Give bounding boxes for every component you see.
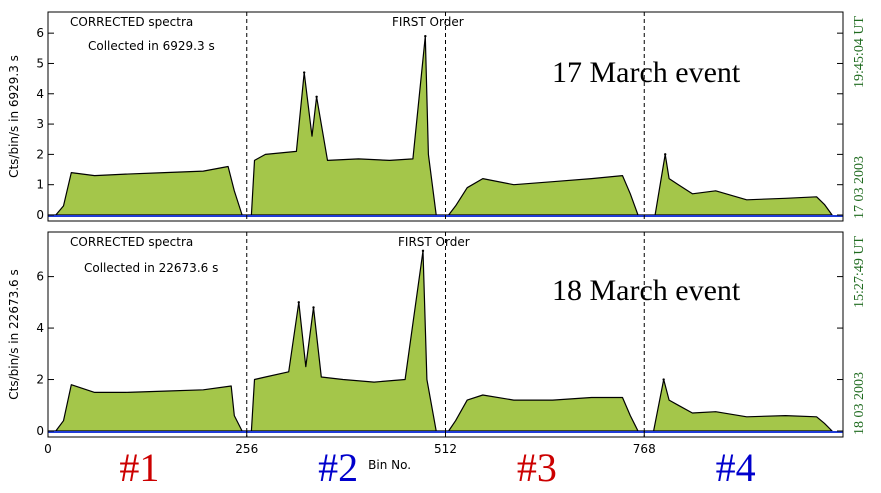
peak-point-4 xyxy=(664,153,667,156)
side-time-label: 19:45:04 UT xyxy=(852,16,867,88)
y-tick-label: 4 xyxy=(36,87,44,101)
collected-label: Collected in 22673.6 s xyxy=(84,261,218,275)
peak-point-2 xyxy=(312,306,315,309)
peak-point-2 xyxy=(315,95,318,99)
x-axis-label: Bin No. xyxy=(368,458,411,472)
peak-point-3 xyxy=(421,249,425,253)
spectrum-area-2 xyxy=(246,35,447,216)
spectrum-area-2 xyxy=(246,250,447,432)
segment-label-1: #1 xyxy=(119,445,159,490)
panel-2: 0 2 4 6 Cts/bin/s in 22673.6 s CORRECTED spec… xyxy=(7,231,867,438)
x-tick-label: 256 xyxy=(235,442,258,456)
segment-label-3: #3 xyxy=(517,445,557,490)
segment-label-4: #4 xyxy=(716,445,756,490)
spectrum-area-3 xyxy=(444,394,645,432)
y-axis-label: Cts/bin/s in 22673.6 s xyxy=(7,269,21,400)
peak-point-1 xyxy=(297,301,300,304)
y-tick-label: 2 xyxy=(36,373,44,387)
peak-point-4 xyxy=(662,378,665,381)
order-label: FIRST Order xyxy=(398,235,470,249)
peak-point-1 xyxy=(303,71,306,74)
side-date-label: 17 03 2003 xyxy=(852,156,867,219)
header-left-label: CORRECTED spectra xyxy=(70,235,193,249)
spectrum-area-4 xyxy=(643,378,833,432)
y-tick-label: 3 xyxy=(36,117,44,131)
panels: 0 1 2 3 4 5 6 Cts/bin/s in 6929.3 s CORRECTED sp… xyxy=(7,11,867,438)
spectrum-area-1 xyxy=(47,165,248,216)
segment-label-2: #2 xyxy=(318,445,358,490)
x-axis: 0 256 512 768 Bin No. xyxy=(44,431,656,472)
y-tick-label: 4 xyxy=(36,321,44,335)
y-tick-label: 1 xyxy=(36,178,44,192)
y-tick-label: 0 xyxy=(36,424,44,438)
x-tick-label: 512 xyxy=(434,442,457,456)
panel-1: 0 1 2 3 4 5 6 Cts/bin/s in 6929.3 s CORRECTED sp… xyxy=(7,11,867,222)
spectrum-area-4 xyxy=(643,153,833,216)
collected-label: Collected in 6929.3 s xyxy=(88,39,215,53)
spectrum-area-3 xyxy=(444,175,645,216)
x-tick-label: 768 xyxy=(633,442,656,456)
spectrum-area-1 xyxy=(47,384,248,432)
segment-labels: #1 #2 #3 #4 xyxy=(119,445,755,490)
y-axis-label: Cts/bin/s in 6929.3 s xyxy=(7,55,21,178)
order-label: FIRST Order xyxy=(392,15,464,29)
peak-point-3 xyxy=(424,34,427,38)
event-label: 18 March event xyxy=(552,274,741,307)
y-tick-label: 0 xyxy=(36,208,44,222)
y-tick-label: 6 xyxy=(36,270,44,284)
x-tick-label: 0 xyxy=(44,442,52,456)
side-date-label: 18 03 2003 xyxy=(852,372,867,435)
side-time-label: 15:27:49 UT xyxy=(852,236,867,308)
event-label: 17 March event xyxy=(552,56,741,89)
y-tick-label: 2 xyxy=(36,147,44,161)
y-tick-label: 5 xyxy=(36,56,44,70)
header-left-label: CORRECTED spectra xyxy=(70,15,193,29)
y-tick-label: 6 xyxy=(36,26,44,40)
